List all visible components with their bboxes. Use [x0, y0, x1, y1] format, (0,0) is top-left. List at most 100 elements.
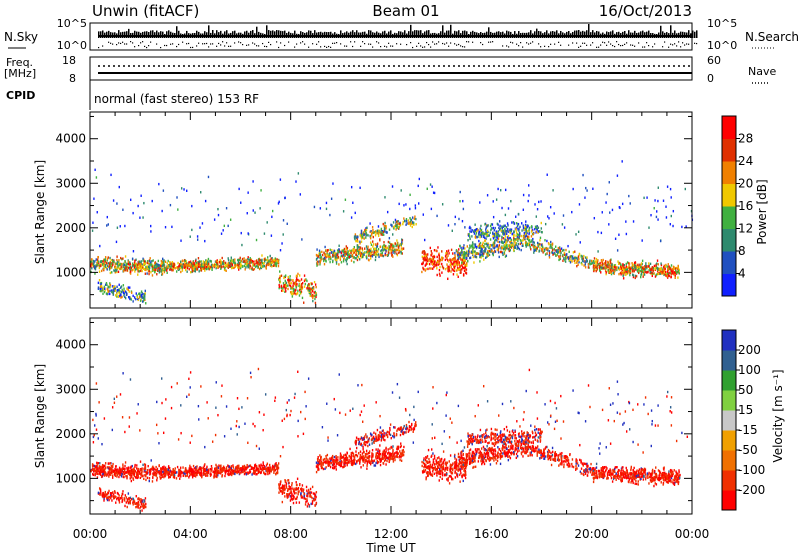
- range-cell: [471, 243, 474, 247]
- range-cell: [107, 496, 109, 500]
- range-cell: [663, 264, 665, 268]
- range-cell: [593, 268, 596, 272]
- range-cell: [475, 255, 478, 259]
- nsky-bar: [628, 30, 630, 38]
- range-cell: [333, 251, 336, 254]
- nsky-bar: [554, 31, 556, 38]
- range-cell: [261, 254, 263, 257]
- range-cell: [92, 468, 95, 471]
- nsearch-dot: [412, 46, 414, 49]
- range-cell: [666, 270, 669, 274]
- range-cell: [498, 226, 500, 230]
- range-cell: [108, 475, 110, 478]
- range-cell: [674, 271, 677, 275]
- range-cell: [128, 295, 130, 299]
- range-cell: [668, 272, 670, 275]
- nsearch-dot: [140, 42, 142, 44]
- range-cell: [480, 228, 483, 232]
- range-cell: [498, 235, 500, 238]
- range-cell: [525, 231, 527, 234]
- range-cell: [574, 261, 576, 265]
- range-cell: [635, 268, 637, 271]
- range-cell: [500, 250, 502, 254]
- range-cell: [194, 267, 196, 271]
- range-cell: [147, 261, 149, 265]
- range-cell: [640, 272, 643, 276]
- range-cell: [345, 247, 347, 251]
- range-cell: [284, 290, 286, 293]
- nsky-bar: [464, 30, 466, 38]
- range-cell: [140, 468, 143, 471]
- range-cell: [265, 258, 267, 262]
- range-cell: [666, 265, 668, 268]
- range-cell: [130, 298, 132, 301]
- range-cell: [286, 284, 288, 287]
- range-cell: [532, 245, 535, 248]
- nsearch-dot: [148, 45, 150, 47]
- range-cell: [394, 251, 396, 255]
- nsearch-dot: [592, 42, 594, 44]
- range-cell: [194, 265, 196, 268]
- range-cell: [485, 226, 487, 229]
- range-cell: [504, 232, 507, 236]
- range-cell: [165, 473, 167, 477]
- range-cell: [326, 250, 328, 254]
- range-cell: [278, 200, 280, 204]
- range-cell: [111, 259, 114, 263]
- range-cell: [492, 237, 495, 240]
- range-cell: [332, 251, 335, 254]
- range-cell: [653, 272, 655, 275]
- range-cell: [109, 256, 111, 260]
- range-cell: [270, 234, 273, 237]
- nsky-bar: [414, 30, 416, 38]
- range-cell: [471, 241, 474, 244]
- range-cell: [433, 265, 435, 269]
- nsearch-dot: [150, 41, 152, 43]
- range-cell: [523, 234, 525, 238]
- range-cell: [437, 246, 439, 249]
- range-cell: [382, 247, 384, 250]
- range-cell: [355, 235, 357, 238]
- range-cell: [326, 249, 329, 252]
- range-cell: [485, 242, 488, 246]
- range-cell: [240, 261, 242, 264]
- range-cell: [377, 231, 379, 235]
- range-cell: [660, 263, 663, 267]
- range-cell: [350, 249, 352, 253]
- range-cell: [119, 290, 121, 293]
- range-cell: [458, 253, 461, 256]
- range-cell: [154, 471, 156, 475]
- range-cell: [152, 472, 154, 475]
- range-cell: [507, 224, 509, 227]
- range-cell: [503, 232, 506, 236]
- range-cell: [631, 266, 634, 270]
- range-cell: [617, 266, 620, 269]
- range-cell: [473, 246, 475, 249]
- range-cell: [272, 264, 275, 267]
- range-cell: [262, 265, 264, 268]
- range-cell: [634, 274, 637, 278]
- range-cell: [123, 294, 125, 297]
- range-cell: [234, 258, 236, 261]
- range-cell: [114, 262, 117, 265]
- range-cell: [306, 279, 308, 283]
- nsearch-dot: [192, 46, 194, 49]
- range-cell: [566, 256, 569, 259]
- nsky-bar: [474, 31, 476, 38]
- nsearch-dot: [684, 44, 686, 46]
- range-cell: [383, 244, 386, 247]
- range-cell: [118, 475, 120, 479]
- range-cell: [464, 263, 466, 267]
- range-cell: [504, 247, 506, 251]
- nave-tick-high: 60: [707, 54, 721, 67]
- range-cell: [131, 464, 133, 468]
- range-cell: [496, 222, 499, 226]
- range-cell: [184, 265, 187, 269]
- range-cell: [175, 266, 178, 269]
- range-cell: [467, 249, 470, 253]
- range-cell: [618, 233, 620, 236]
- nsky-bar: [364, 31, 366, 38]
- range-cell: [227, 257, 229, 260]
- range-cell: [517, 228, 519, 231]
